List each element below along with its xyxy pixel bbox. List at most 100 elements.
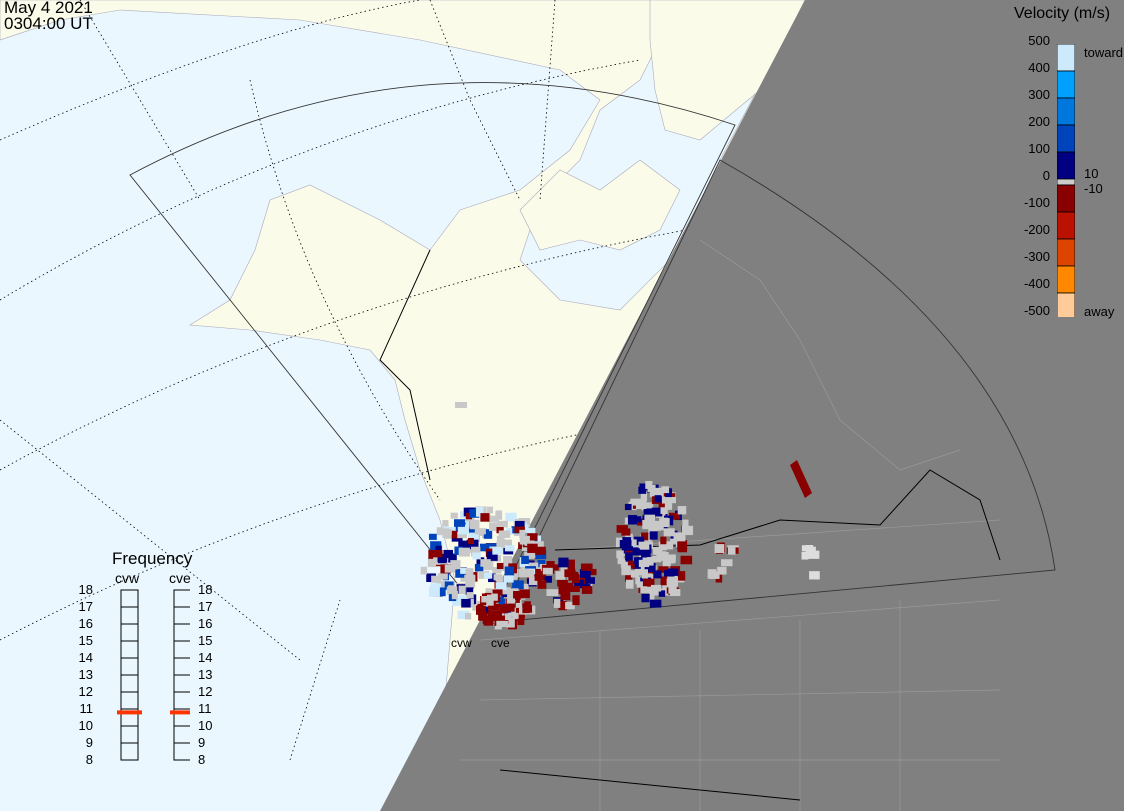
scatter-cell	[558, 585, 570, 595]
scatter-cell	[497, 598, 506, 609]
frequency-tick: 13	[198, 667, 213, 682]
frequency-tick: 8	[198, 752, 206, 767]
scatter-cell	[483, 529, 493, 539]
scatter-cell	[503, 603, 515, 612]
scatter-cell	[485, 588, 493, 598]
scatter-cell	[721, 559, 733, 567]
scatter-cell	[519, 535, 530, 545]
frequency-tick: 12	[198, 684, 213, 699]
scatter-cell	[527, 533, 538, 541]
scatter-cell	[565, 601, 575, 610]
scatter-cell	[465, 581, 476, 588]
scatter-cell	[662, 558, 671, 567]
freq-radar-cve: cve	[169, 570, 191, 586]
scatter-cell	[454, 519, 465, 527]
scatter-cell	[503, 575, 514, 583]
scatter-cell	[431, 550, 443, 558]
scatter-cell	[427, 558, 437, 568]
scatter-cell	[642, 519, 653, 530]
scatter-cell	[650, 584, 662, 592]
colorbar-tick: 200	[1028, 114, 1050, 129]
scatter-cell	[625, 552, 633, 562]
scatter-cell	[487, 515, 499, 522]
colorbar-tick: -300	[1023, 249, 1050, 264]
scatter-cell	[497, 596, 504, 603]
scatter-cell	[677, 543, 688, 553]
scatter-cell	[584, 577, 595, 584]
colorbar-title: Velocity (m/s)	[1014, 5, 1111, 22]
scatter-cell	[527, 569, 535, 578]
colorbar-segment	[1057, 44, 1075, 72]
scatter-cell	[580, 577, 588, 587]
scatter-cell	[560, 566, 568, 573]
colorbar-tick: 500	[1028, 33, 1050, 48]
colorbar-segment	[1057, 70, 1075, 99]
scatter-cell	[495, 582, 507, 590]
frequency-tick: 8	[85, 752, 93, 767]
scatter-cell	[464, 574, 476, 582]
scatter-cell	[668, 512, 680, 520]
inner-label-10: 10	[1084, 166, 1099, 181]
scatter-cell	[805, 544, 814, 555]
colorbar-segment	[1057, 124, 1075, 153]
scatter-cell	[634, 557, 643, 564]
site-label-cve: cve	[491, 636, 510, 650]
scatter-cell	[661, 486, 670, 494]
scatter-cell	[717, 566, 727, 575]
scatter-cell	[505, 612, 512, 620]
scatter-cell	[465, 568, 474, 576]
scatter-cell	[474, 528, 486, 535]
scatter-cell	[436, 527, 444, 536]
scatter-cell	[642, 578, 655, 587]
scatter-cell	[644, 573, 654, 581]
colorbar-tick: -100	[1023, 195, 1050, 210]
scatter-cell	[450, 560, 461, 570]
scatter-cell	[790, 460, 812, 498]
scatter-cell	[544, 576, 552, 583]
scatter-cell	[643, 508, 653, 517]
scatter-cell	[426, 573, 437, 582]
scatter-cell	[486, 551, 498, 561]
scatter-cell	[519, 529, 526, 538]
scatter-cell	[436, 581, 448, 589]
scatter-cell	[478, 611, 487, 621]
scatter-cell	[620, 560, 633, 568]
scatter-cell	[475, 506, 484, 517]
scatter-cell	[568, 585, 580, 592]
frequency-tick: 17	[198, 599, 213, 614]
scatter-cell	[666, 578, 674, 588]
scatter-cell	[519, 589, 530, 599]
scatter-cell	[638, 559, 650, 568]
scatter-cell	[677, 571, 686, 581]
scatter-cell	[625, 533, 633, 540]
scatter-cell	[616, 525, 628, 533]
scatter-cell	[542, 567, 553, 575]
scatter-cell	[560, 591, 571, 601]
scatter-cell	[645, 480, 653, 489]
scatter-cell	[673, 532, 686, 542]
colorbar-tick: 300	[1028, 87, 1050, 102]
scatter-cell	[580, 563, 593, 571]
scatter-cell	[667, 568, 679, 576]
scatter-cell	[517, 615, 525, 626]
scatter-cell	[504, 545, 515, 552]
scatter-cell	[497, 615, 509, 624]
scatter-cell	[458, 547, 470, 557]
scatter-cell	[466, 587, 474, 595]
scatter-cell	[496, 620, 508, 628]
scatter-cell	[512, 580, 524, 590]
scatter-cell	[468, 527, 479, 538]
scatter-cell	[451, 530, 462, 539]
scatter-cell	[457, 531, 467, 539]
scatter-cell	[471, 546, 481, 557]
scatter-cell	[496, 535, 505, 543]
land-islands	[519, 159, 681, 251]
scatter-cell	[663, 528, 675, 537]
scatter-cell	[437, 573, 448, 580]
scatter-cell	[574, 579, 584, 589]
scatter-cell	[468, 532, 479, 540]
scatter-cell	[428, 586, 440, 597]
scatter-cell	[658, 541, 668, 551]
frequency-tick: 18	[78, 582, 93, 597]
frequency-tick: 12	[78, 684, 93, 699]
